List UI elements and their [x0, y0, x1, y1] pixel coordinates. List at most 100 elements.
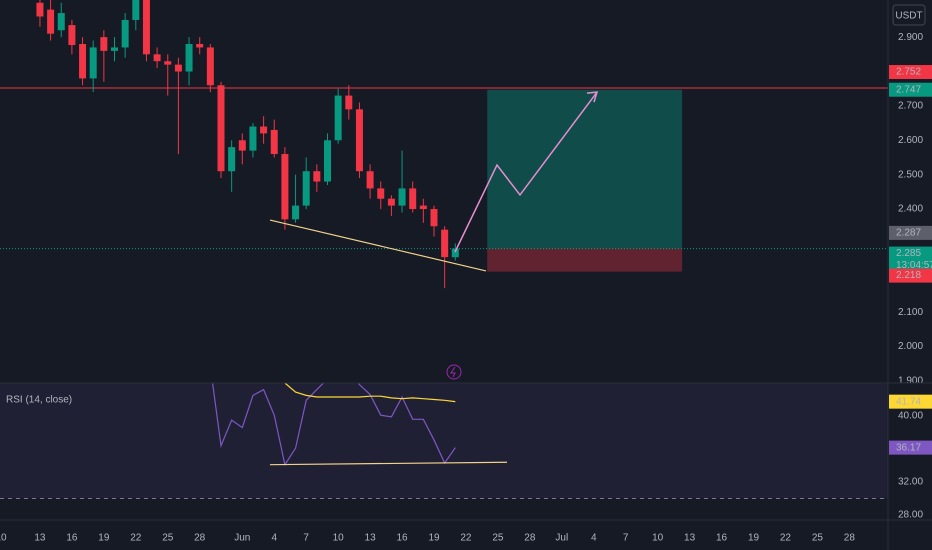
- x-tick-label: 22: [130, 533, 142, 544]
- x-tick-label: 25: [492, 533, 504, 544]
- event-icon[interactable]: [446, 364, 462, 380]
- candle-body: [249, 126, 257, 151]
- candle-body: [345, 95, 353, 110]
- x-tick-label: 7: [303, 533, 309, 544]
- countdown: 13:04:57: [896, 260, 932, 271]
- y-tick-label: 2.000: [898, 341, 923, 352]
- x-tick-label: 19: [98, 533, 110, 544]
- x-tick-label: 28: [844, 533, 856, 544]
- candle-body: [281, 154, 289, 220]
- price-pane: [0, 0, 888, 289]
- candle-body: [164, 61, 172, 65]
- y-tick-label: 2.600: [898, 135, 923, 146]
- x-tick-label: 10: [652, 533, 664, 544]
- x-tick-label: 16: [66, 533, 78, 544]
- x-tick-label: 25: [812, 533, 824, 544]
- rsi-line: [211, 383, 456, 467]
- x-tick-label: 19: [428, 533, 440, 544]
- y-tick-label: 2.400: [898, 204, 923, 215]
- rsi-pane: [0, 383, 888, 500]
- candle-body: [47, 9, 55, 34]
- candle-body: [111, 47, 118, 51]
- candle-body: [100, 37, 108, 51]
- rsi-badge-label: 41.74: [896, 396, 921, 407]
- candle-body: [366, 171, 374, 189]
- candle-body: [132, 0, 140, 20]
- x-tick-label: Jun: [234, 533, 250, 544]
- rsi-badge-label: 36.17: [896, 442, 921, 453]
- y-tick-label: 2.900: [898, 32, 923, 43]
- x-tick-label: Jul: [555, 533, 568, 544]
- candle-body: [196, 44, 204, 48]
- candle-body: [153, 54, 161, 62]
- price-badge-label: 2.287: [896, 228, 921, 239]
- candle-body: [441, 229, 449, 258]
- projection-arrow: [454, 91, 598, 253]
- arrow-head: [586, 91, 599, 103]
- event-icon-bolt: [450, 366, 456, 378]
- candle-body: [377, 188, 385, 199]
- candle-body: [430, 209, 438, 227]
- candle-body: [217, 85, 225, 172]
- candle-body: [324, 140, 331, 182]
- x-tick-label: 16: [396, 533, 408, 544]
- price-badge: [889, 268, 932, 283]
- candle-body: [206, 47, 214, 86]
- rsi-band: [0, 383, 888, 499]
- candle-body: [292, 205, 300, 220]
- candle-body: [313, 171, 321, 182]
- price-badge: [889, 65, 932, 80]
- x-tick-label: 22: [780, 533, 792, 544]
- trendline: [269, 219, 487, 272]
- stop-zone: [487, 248, 683, 272]
- x-tick-label: 25: [162, 533, 174, 544]
- x-tick-label: 28: [194, 533, 206, 544]
- rsi-badge: [889, 394, 932, 409]
- candle-body: [451, 248, 459, 258]
- candle-body: [185, 44, 193, 72]
- candle-body: [270, 129, 278, 155]
- candle-body: [238, 140, 246, 151]
- candle-body: [409, 188, 417, 210]
- candle-body: [302, 171, 310, 206]
- x-tick-label: 13: [365, 533, 377, 544]
- axes: 10 13 16 19 22 25 28 Jun 4 7 10 13 16 19 22 25 28 Jul 4 7 10…: [0, 32, 932, 544]
- candle-body: [355, 109, 363, 172]
- currency: USDT: [895, 11, 922, 22]
- candle-body: [260, 126, 268, 134]
- candle-body: [174, 64, 182, 72]
- candle-body: [68, 25, 76, 46]
- indicator-title: RSI (14, close): [6, 395, 72, 406]
- candle-body: [89, 47, 97, 79]
- x-tick-label: 4: [591, 533, 597, 544]
- currency-box[interactable]: [892, 4, 926, 26]
- candle-body: [57, 13, 65, 31]
- rsi-trendline: [269, 461, 508, 466]
- x-tick-label: 22: [460, 533, 472, 544]
- x-tick-label: 13: [684, 533, 696, 544]
- x-tick-label: 28: [524, 533, 536, 544]
- price-badge: [889, 225, 932, 240]
- price-badge-label: 2.218: [896, 270, 921, 281]
- rsi-tick-label: 40.00: [898, 411, 923, 422]
- candle-body: [419, 205, 427, 210]
- price-badge: [889, 246, 932, 273]
- x-tick-label: 10: [0, 533, 7, 544]
- target-zone: [487, 89, 683, 249]
- candle-body: [36, 2, 44, 17]
- price-badge-label: 2.285: [896, 248, 921, 259]
- candle-body: [334, 95, 342, 141]
- rsi-badge: [889, 440, 932, 455]
- y-tick-label: 2.500: [898, 169, 923, 180]
- x-tick-label: 4: [271, 533, 277, 544]
- x-tick-label: 10: [333, 533, 345, 544]
- candle-body: [398, 188, 406, 206]
- x-tick-label: 7: [623, 533, 629, 544]
- candle-body: [121, 19, 129, 48]
- x-tick-label: 13: [34, 533, 46, 544]
- rsi-tick-label: 28.00: [898, 510, 923, 521]
- candle-body: [387, 198, 395, 206]
